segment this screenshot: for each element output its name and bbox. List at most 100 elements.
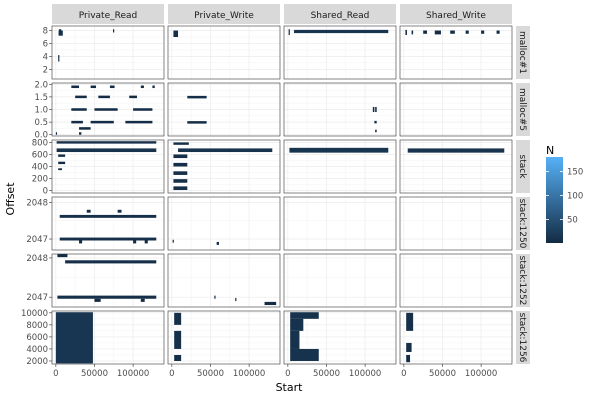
x-tick-label: 100000: [117, 369, 149, 379]
panel: [283, 139, 397, 194]
panel-border: [283, 196, 397, 251]
legend-tick-label: 50: [567, 215, 578, 225]
y-tick-label: 2047: [26, 293, 48, 303]
panel-background: [168, 26, 280, 79]
heat-cell: [125, 120, 153, 124]
panel-border: [399, 25, 513, 80]
heat-cell: [294, 29, 389, 34]
row-strip-label: stack: [517, 155, 527, 180]
y-tick-label: 600: [32, 150, 48, 160]
y-tick-label: 1.0: [34, 106, 48, 116]
panel: [51, 25, 165, 80]
panel: [167, 25, 281, 80]
panel-border: [51, 82, 165, 137]
row-strip-label: malloc#1: [517, 31, 527, 74]
panel: [167, 82, 281, 137]
y-tick-label: 2048: [26, 198, 48, 208]
panel: [283, 82, 397, 137]
x-tick-label: 50000: [81, 369, 108, 379]
heat-cell: [56, 148, 157, 153]
heat-cell: [216, 241, 219, 245]
y-tick-label: 2.0: [34, 80, 48, 90]
panel: [283, 253, 397, 308]
heat-cell: [172, 239, 174, 243]
x-tick-label: 50000: [197, 369, 224, 379]
row-strip-label: malloc#5: [517, 88, 527, 131]
heat-cell: [214, 295, 216, 299]
heat-cell: [56, 141, 157, 144]
panel-border: [399, 196, 513, 251]
heat-cell: [173, 154, 188, 159]
panel-background: [168, 197, 280, 250]
panel-background: [52, 26, 164, 79]
heat-cell: [58, 30, 63, 36]
panel-border: [167, 253, 281, 308]
heat-cell: [173, 186, 188, 190]
heat-cell: [79, 127, 91, 130]
panel-border: [399, 310, 513, 365]
x-tick-label: 0: [53, 369, 58, 379]
panel-border: [283, 310, 397, 365]
heat-cell: [55, 132, 58, 135]
panels-layer: Private_Read Private_Write Shared_Read Shar…: [21, 4, 530, 379]
panel-background: [400, 254, 512, 307]
x-tick-label: 50000: [313, 369, 340, 379]
y-tick-label: 0: [43, 187, 48, 197]
y-tick-label: 8: [43, 27, 48, 37]
heat-cell: [129, 95, 137, 99]
panel-border: [51, 310, 165, 365]
row-strip: [516, 311, 530, 364]
heat-cell: [117, 209, 122, 213]
heat-cell: [109, 85, 115, 89]
heat-cell: [173, 179, 188, 183]
heat-cell: [496, 30, 500, 34]
column-strip: [168, 4, 280, 24]
y-tick-label: 400: [32, 163, 48, 173]
legend-colorbar: [546, 157, 563, 243]
heat-cell: [187, 95, 207, 99]
heat-cell: [133, 108, 153, 111]
heat-cell: [481, 30, 485, 34]
heat-cell: [465, 30, 469, 34]
heat-cell: [58, 55, 60, 62]
color-legend: N 50 100 150: [546, 144, 583, 243]
heat-cell: [71, 85, 80, 89]
panel: [167, 139, 281, 194]
x-tick-label: 50000: [429, 369, 456, 379]
heat-cell: [59, 237, 157, 241]
y-tick-label: 0.0: [34, 131, 48, 141]
heat-cell: [140, 298, 145, 302]
heat-cell: [235, 297, 237, 302]
panel-background: [284, 26, 396, 79]
panel-border: [283, 25, 397, 80]
heat-cell: [407, 148, 505, 153]
heat-cell: [58, 161, 66, 165]
row-strip-label: stack:1250: [517, 199, 527, 249]
heat-cell: [406, 342, 412, 352]
y-tick-label: 8000: [26, 321, 48, 331]
row-strip: [516, 254, 530, 307]
y-tick-label: 2048: [26, 254, 48, 264]
heat-cell: [79, 132, 82, 135]
heat-cell: [140, 85, 144, 89]
heat-cell: [174, 330, 182, 349]
column-strip: [400, 4, 512, 24]
panel-border: [51, 25, 165, 80]
y-axis-title: Offset: [4, 182, 17, 216]
heat-cell: [94, 108, 118, 111]
heat-cell: [290, 312, 319, 319]
y-tick-label: 2047: [26, 235, 48, 245]
heat-cell: [58, 29, 62, 32]
heat-cell: [374, 120, 377, 124]
heat-cell: [290, 318, 304, 331]
heat-cell: [290, 348, 319, 361]
row-strip: [516, 26, 530, 79]
y-tick-label: 4000: [26, 345, 48, 355]
heat-cell: [173, 142, 189, 145]
heat-cell: [289, 147, 389, 153]
row-strip-label: stack:1252: [517, 256, 527, 306]
heat-cell: [405, 29, 407, 36]
y-tick-label: 10000: [21, 309, 48, 319]
panel-background: [284, 254, 396, 307]
heat-cell: [55, 312, 93, 364]
